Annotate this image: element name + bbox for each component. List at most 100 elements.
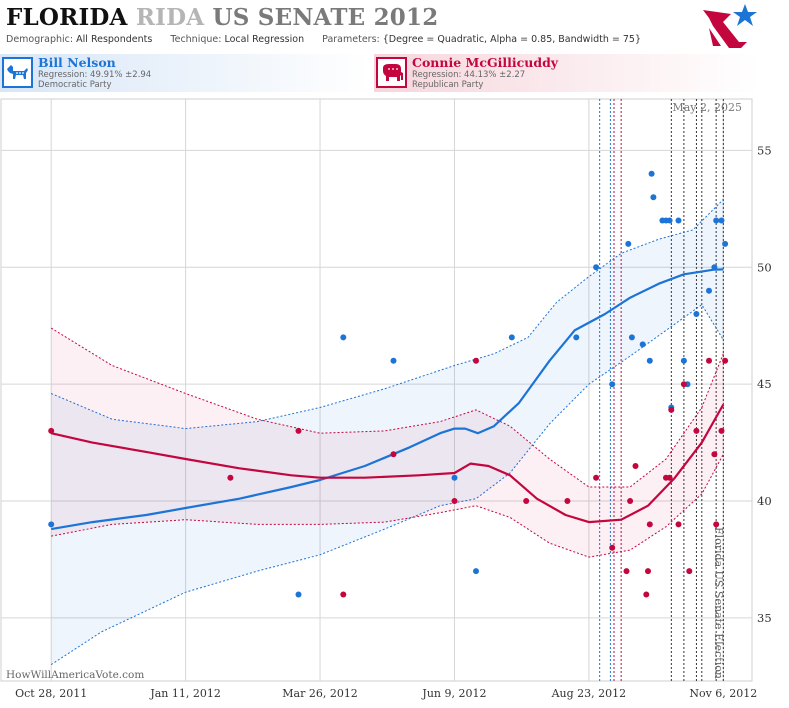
candidate-party-dem: Democratic Party — [38, 80, 112, 90]
demographic-value: All Respondents — [76, 34, 153, 45]
confidence-band-dem — [51, 199, 724, 665]
demographic-label: Demographic: — [6, 34, 74, 45]
poll-point-rep — [645, 568, 651, 575]
poll-point-rep — [713, 521, 720, 528]
poll-point-rep — [668, 406, 675, 413]
title-state: FLORIDA — [6, 4, 128, 31]
poll-point-rep — [711, 451, 718, 458]
chart-header: FLORIDA RIDA US SENATE 2012 Demographic:… — [0, 0, 789, 52]
poll-point-dem — [650, 194, 657, 201]
poll-point-dem — [628, 334, 635, 341]
poll-point-rep — [623, 568, 630, 575]
poll-point-rep — [722, 357, 729, 364]
x-tick-label: Jan 11, 2012 — [149, 687, 221, 700]
x-tick-label: Nov 6, 2012 — [689, 687, 757, 700]
trend-line-rep — [50, 403, 725, 524]
poll-point-dem — [706, 287, 712, 294]
poll-point-rep — [680, 381, 687, 388]
poll-point-dem — [340, 334, 347, 341]
poll-point-dem — [648, 170, 655, 177]
chart-parameters: Demographic: All Respondents Technique: … — [6, 34, 641, 45]
poll-point-rep — [643, 591, 650, 598]
technique-label: Technique: — [170, 34, 222, 45]
poll-point-rep — [693, 427, 700, 434]
grid-layer: Oct 28, 2011 Jan 11, 2012 Mar 26, 2012 Jun … — [1, 99, 772, 700]
poll-point-rep — [564, 498, 571, 504]
poll-point-rep — [706, 357, 712, 364]
poll-point-rep — [473, 357, 479, 364]
poll-point-rep — [451, 498, 458, 504]
candidate-name-dem: Bill Nelson — [38, 55, 116, 70]
poll-point-dem — [693, 311, 700, 317]
bands-layer — [50, 199, 724, 666]
y-tick-label: 50 — [757, 260, 772, 274]
poll-point-dem — [390, 357, 397, 364]
election-label: Florida US Senate Election — [712, 527, 725, 679]
poll-point-dem — [573, 334, 580, 341]
elephant-icon — [376, 57, 407, 88]
poll-point-rep — [523, 498, 530, 504]
poll-point-dem — [722, 240, 729, 247]
trend-line-dem — [51, 268, 724, 531]
parameters-label: Parameters: — [322, 34, 380, 45]
poll-point-dem — [508, 334, 515, 341]
poll-point-dem — [625, 240, 632, 247]
poll-point-rep — [627, 498, 634, 504]
candidate-regression-rep: Regression: 44.13% ±2.27 — [412, 70, 526, 80]
trend-layer — [50, 268, 725, 531]
poll-point-dem — [675, 217, 682, 224]
poll-point-dem — [713, 217, 720, 224]
x-tick-label: Oct 28, 2011 — [15, 687, 87, 700]
poll-point-dem — [295, 591, 302, 598]
x-tick-label: Aug 23, 2012 — [551, 687, 627, 700]
x-tick-label: Mar 26, 2012 — [282, 687, 358, 700]
poll-point-dem — [711, 264, 718, 271]
y-tick-label: 45 — [757, 377, 772, 391]
poll-point-rep — [646, 521, 653, 528]
poll-point-rep — [675, 521, 682, 528]
poll-point-dem — [609, 381, 616, 388]
technique-value: Local Regression — [224, 34, 305, 45]
band-upper-dem — [51, 199, 724, 430]
date-label: May 2, 2025 — [672, 101, 742, 114]
poll-chart: Oct 28, 2011 Jan 11, 2012 Mar 26, 2012 Jun … — [0, 96, 789, 704]
y-tick-label: 55 — [757, 143, 772, 157]
site-logo-icon — [703, 4, 757, 48]
y-tick-label: 40 — [757, 494, 772, 508]
page-title: FLORIDA RIDA US SENATE 2012 — [6, 4, 438, 31]
poll-point-rep — [718, 427, 725, 434]
band-lower-dem — [50, 303, 724, 666]
y-tick-label: 35 — [757, 611, 772, 625]
poll-point-rep — [593, 474, 600, 481]
candidate-card-rep: Connie McGillicuddy Regression: 44.13% ±… — [374, 54, 759, 92]
poll-point-dem — [451, 474, 458, 481]
poll-point-rep — [295, 427, 302, 434]
poll-point-dem — [718, 217, 725, 224]
candidate-name-rep: Connie McGillicuddy — [412, 55, 559, 70]
poll-point-rep — [390, 451, 397, 458]
candidate-card-dem: Bill Nelson Regression: 49.91% ±2.94 Dem… — [0, 54, 372, 92]
poll-point-dem — [666, 217, 673, 224]
poll-point-dem — [680, 357, 687, 364]
poll-point-rep — [227, 474, 234, 481]
poll-point-rep — [666, 474, 673, 481]
points-layer — [48, 170, 729, 598]
poll-point-dem — [593, 264, 600, 271]
poll-point-dem — [48, 521, 55, 528]
poll-point-rep — [686, 568, 693, 575]
donkey-icon — [2, 57, 33, 88]
band-upper-rep — [50, 327, 724, 488]
labels-layer: May 2, 2025 Florida US Senate Election H… — [6, 101, 742, 681]
confidence-band-rep — [51, 328, 724, 558]
watermark: HowWillAmericaVote.com — [6, 669, 144, 681]
poll-point-rep — [340, 591, 347, 598]
poll-point-dem — [646, 357, 653, 364]
poll-point-dem — [473, 568, 479, 575]
poll-point-rep — [632, 463, 639, 469]
title-ghost: RIDA — [135, 4, 205, 31]
title-race: US SENATE 2012 — [212, 4, 439, 31]
poll-point-rep — [48, 427, 55, 434]
x-tick-label: Jun 9, 2012 — [421, 687, 486, 700]
vertical-lines-layer — [599, 99, 724, 681]
poll-point-rep — [609, 544, 616, 551]
